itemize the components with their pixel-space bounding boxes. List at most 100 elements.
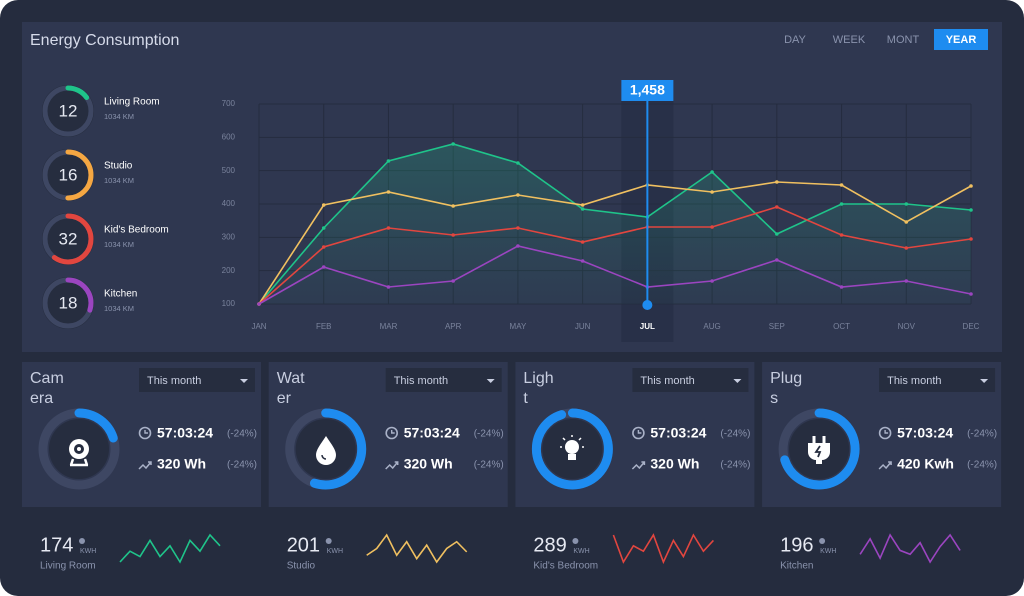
card-time: 57:03:24	[650, 425, 706, 441]
trend-icon	[385, 461, 399, 470]
y-tick-label: 700	[222, 99, 236, 108]
point	[516, 193, 520, 197]
active-tab[interactable]	[934, 29, 988, 50]
point	[516, 161, 520, 165]
point	[386, 159, 391, 163]
point	[710, 225, 714, 229]
card-ring	[285, 408, 367, 490]
point	[451, 142, 455, 146]
room-name: Studio	[104, 161, 133, 172]
card-change: (-24%)	[720, 429, 750, 440]
dropdown[interactable]	[385, 368, 502, 392]
stat-name: Kid's Bedroom	[533, 561, 598, 572]
card-ring	[531, 408, 613, 490]
dropdown[interactable]	[879, 368, 996, 392]
point	[321, 203, 326, 207]
room-name: Kitchen	[104, 289, 137, 300]
caret	[240, 379, 248, 383]
card-energy: 320 Wh	[157, 456, 206, 472]
tab[interactable]: YEAR	[946, 34, 977, 46]
clock-icon	[385, 426, 399, 440]
tab[interactable]: DAY	[784, 34, 806, 46]
line	[258, 181, 972, 305]
stat-value: 201	[287, 534, 320, 556]
sparkline	[119, 533, 221, 564]
card-ring	[778, 408, 860, 490]
stat-name: Studio	[287, 561, 316, 572]
stat-value: 196	[780, 534, 813, 556]
card-change: (-24%)	[967, 460, 997, 471]
room-ring-bg	[42, 277, 94, 329]
y-tick-label: 400	[222, 199, 236, 208]
point	[386, 285, 391, 289]
room-name: Kid's Bedroom	[104, 225, 169, 236]
point	[516, 226, 520, 230]
stat-unit: KWH	[573, 548, 589, 555]
point	[321, 226, 326, 230]
line	[258, 143, 972, 305]
point	[580, 240, 585, 244]
point	[839, 233, 844, 237]
point	[451, 204, 455, 208]
card-energy: 420 Kwh	[897, 456, 954, 472]
dropdown-text: This month	[394, 375, 448, 387]
card-title: Plugs	[770, 370, 803, 407]
clock-icon	[138, 426, 152, 440]
point	[904, 279, 909, 283]
clock-hand	[637, 430, 642, 434]
room-value: 32	[59, 229, 78, 248]
room-value: 12	[59, 101, 78, 120]
stat-dot	[572, 538, 579, 544]
x-tick-label: NOV	[898, 322, 916, 331]
x-tick-label: SEP	[769, 322, 785, 331]
x-tick-label: FEB	[316, 322, 332, 331]
point	[969, 208, 973, 212]
card-title: Light	[523, 370, 554, 407]
tab[interactable]: MONT	[887, 34, 920, 46]
card-time: 57:03:24	[404, 425, 460, 441]
point	[321, 245, 326, 249]
card-change: (-24%)	[720, 460, 750, 471]
card-time: 57:03:24	[157, 425, 213, 441]
card-change: (-24%)	[967, 429, 997, 440]
dropdown[interactable]	[632, 368, 749, 392]
point	[386, 190, 391, 194]
tab[interactable]: WEEK	[833, 34, 866, 46]
room-name: Living Room	[104, 97, 160, 108]
y-tick-label: 600	[222, 132, 236, 141]
room-ring-bg	[42, 85, 94, 137]
room-detail: 1034 KM	[104, 304, 134, 313]
point	[580, 207, 585, 211]
point	[839, 183, 844, 187]
point	[904, 202, 909, 206]
stat-value: 174	[40, 534, 73, 556]
caret	[486, 379, 495, 383]
point	[839, 202, 844, 206]
room-detail: 1034 KM	[104, 240, 134, 249]
dropdown[interactable]	[139, 368, 255, 392]
room-detail: 1034 KM	[104, 176, 134, 185]
trend-icon	[878, 461, 892, 470]
camera-icon	[69, 439, 89, 467]
room-value: 16	[59, 165, 78, 184]
x-tick-label: APR	[445, 322, 462, 331]
card-time: 57:03:24	[897, 425, 953, 441]
point	[969, 184, 973, 188]
y-tick-label: 100	[222, 299, 236, 308]
card-energy: 320 Wh	[650, 456, 699, 472]
x-tick-label: DEC	[963, 322, 980, 331]
room-value: 18	[59, 293, 78, 312]
card-title: Water	[276, 370, 305, 407]
sparkline	[612, 533, 714, 565]
clock-hand	[391, 430, 395, 434]
point	[904, 246, 909, 250]
point	[904, 220, 909, 224]
stat-dot	[819, 538, 826, 544]
stat-name: Living Room	[40, 561, 96, 572]
panel-title: Energy Consumption	[30, 32, 179, 49]
point	[775, 180, 779, 184]
point	[775, 205, 779, 209]
line	[258, 245, 972, 305]
plug-icon	[808, 436, 830, 464]
x-tick-label: JUN	[575, 322, 591, 331]
